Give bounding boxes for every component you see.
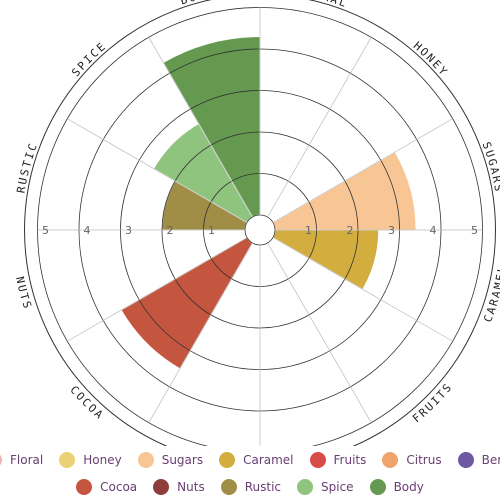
legend-label: Caramel: [243, 452, 294, 467]
legend-swatch: [153, 478, 170, 495]
category-label-floral: FLORAL: [296, 0, 350, 10]
legend-row: Floral Honey Sugars Caramel Fruits Citrus Berr…: [0, 446, 500, 473]
legend-label: Spice: [321, 479, 354, 494]
grid-spoke: [148, 242, 253, 423]
tick-labels-layer: 1 1 2 2 3 3 4 4 5 5: [42, 224, 478, 237]
category-label-sugars: SUGARS: [480, 140, 500, 194]
legend-swatch: [382, 451, 399, 468]
category-label-spice: SPICE: [69, 39, 109, 79]
legend-label: Berry: [481, 452, 500, 467]
grid-spoke: [67, 237, 248, 342]
legend-label: Fruits: [333, 452, 367, 467]
category-label-rustic: RUSTIC: [14, 140, 40, 194]
legend-item-fruits: Fruits: [309, 451, 367, 468]
category-label-fruits: FRUITS: [410, 380, 455, 425]
legend-swatch: [76, 478, 93, 495]
legend-swatch: [0, 451, 3, 468]
legend-label: Honey: [83, 452, 122, 467]
legend-item-sugars: Sugars: [137, 451, 204, 468]
grid-spoke: [267, 242, 372, 423]
grid-spoke: [67, 118, 248, 223]
legend-swatch: [59, 451, 76, 468]
legend-swatch: [137, 451, 154, 468]
grid-layer: [24, 0, 496, 446]
legend-item-honey: Honey: [59, 451, 122, 468]
legend-swatch: [297, 478, 313, 495]
legend-item-floral: Floral: [0, 451, 44, 468]
tick-label-right-5: 5: [471, 224, 478, 237]
sectors-layer: [120, 36, 417, 370]
legend-label: Citrus: [406, 452, 442, 467]
legend-item-citrus: Citrus: [382, 451, 442, 468]
grid-ring-inner: [244, 214, 276, 246]
legend-label: Floral: [10, 452, 44, 467]
legend-label: Sugars: [161, 452, 204, 467]
category-label-body: BODY: [179, 0, 216, 8]
legend-swatch: [220, 478, 237, 495]
legend-swatch: [457, 451, 474, 468]
legend-swatch: [309, 451, 326, 468]
legend-label: Rustic: [244, 479, 281, 494]
legend-label: Nuts: [177, 479, 205, 494]
tick-label-right-2: 2: [347, 224, 354, 237]
grid-spoke: [267, 37, 372, 218]
category-label-honey: HONEY: [411, 39, 451, 79]
tick-label-right-1: 1: [305, 224, 312, 237]
tick-label-left-2: 2: [167, 224, 174, 237]
tick-label-left-3: 3: [125, 224, 132, 237]
sector-sugars: [272, 151, 417, 231]
legend-label: Cocoa: [100, 479, 138, 494]
legend-item-cocoa: Cocoa: [76, 478, 138, 495]
tick-label-right-4: 4: [430, 224, 437, 237]
category-label-nuts: NUTS: [13, 275, 34, 311]
legend-swatch: [369, 478, 386, 495]
tick-label-left-5: 5: [42, 224, 49, 237]
grid-spoke: [272, 237, 453, 342]
legend: Floral Honey Sugars Caramel Fruits Citrus Berr…: [0, 446, 500, 500]
category-label-caramel: CARAMEL: [481, 263, 500, 324]
legend-item-caramel: Caramel: [219, 451, 294, 468]
legend-swatch: [219, 451, 236, 468]
legend-item-nuts: Nuts: [153, 478, 205, 495]
legend-item-rustic: Rustic: [220, 478, 281, 495]
legend-item-spice: Spice: [297, 478, 354, 495]
legend-item-berry: Berry: [457, 451, 500, 468]
legend-row: Cocoa Nuts Rustic Spice Body: [0, 473, 500, 500]
legend-label: Body: [393, 479, 424, 494]
tick-label-left-1: 1: [208, 224, 215, 237]
radial-chart: 1 1 2 2 3 3 4 4 5 5 FLORAL HONEY SUGARS CARAMEL FRUIT…: [13, 0, 500, 446]
legend-item-body: Body: [369, 478, 424, 495]
tick-label-right-3: 3: [388, 224, 395, 237]
outer-ring: [24, 0, 496, 446]
grid-spoke: [148, 37, 253, 218]
tick-label-left-4: 4: [84, 224, 91, 237]
grid-spoke: [272, 118, 453, 223]
